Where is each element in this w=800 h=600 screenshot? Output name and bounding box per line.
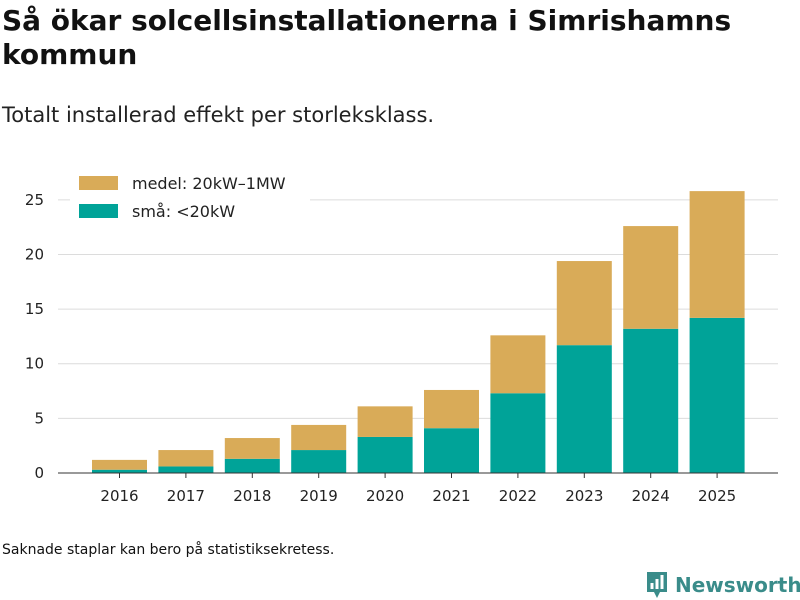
- brand-logo: Newsworthy: [645, 570, 800, 600]
- bar-small-2024: [623, 328, 679, 473]
- x-tick-label: 2018: [233, 487, 271, 505]
- x-tick-label: 2024: [632, 487, 670, 505]
- y-tick-label: 5: [34, 409, 44, 427]
- bar-small-2018: [224, 458, 280, 473]
- bar-small-2019: [291, 450, 347, 473]
- bar-small-2023: [556, 345, 612, 473]
- x-tick-label: 2017: [167, 487, 205, 505]
- bar-medium-2019: [291, 424, 347, 451]
- bar-medium-2024: [623, 226, 679, 329]
- legend-label: medel: 20kW–1MW: [132, 174, 286, 193]
- x-tick-label: 2016: [100, 487, 138, 505]
- bar-medium-2016: [92, 459, 147, 470]
- y-tick-label: 0: [34, 464, 44, 482]
- chart-subtitle: Totalt installerad effekt per storlekskl…: [2, 103, 435, 127]
- bar-medium-2018: [224, 438, 280, 459]
- bars: [92, 191, 745, 473]
- bar-medium-2023: [556, 261, 612, 346]
- brand-name: Newsworthy: [675, 573, 800, 597]
- bar-small-2017: [158, 466, 214, 473]
- bar-medium-2025: [689, 191, 745, 318]
- x-tick-label: 2022: [499, 487, 537, 505]
- legend-swatch: [79, 204, 118, 218]
- y-tick-label: 15: [25, 300, 44, 318]
- bar-small-2021: [424, 428, 479, 473]
- bar-medium-2021: [424, 389, 479, 429]
- x-tick-label: 2020: [366, 487, 404, 505]
- y-tick-label: 20: [25, 245, 44, 263]
- legend-label: små: <20kW: [132, 202, 235, 221]
- legend: medel: 20kW–1MW små: <20kW: [70, 168, 310, 226]
- bar-medium-2022: [490, 335, 546, 394]
- bar-medium-2017: [158, 450, 214, 467]
- bar-chart-speech-bubble-icon: [647, 572, 667, 598]
- bar-small-2025: [689, 317, 745, 473]
- y-tick-label: 10: [25, 355, 44, 373]
- x-tick-label: 2023: [565, 487, 603, 505]
- footnote: Saknade staplar kan bero på statistiksek…: [2, 542, 335, 558]
- bar-small-2022: [490, 393, 546, 473]
- x-tick-label: 2019: [300, 487, 338, 505]
- chart-title: Så ökar solcellsinstallationerna i Simri…: [2, 4, 732, 71]
- bar-small-2020: [357, 436, 413, 473]
- x-tick-label: 2021: [432, 487, 470, 505]
- legend-swatch: [79, 176, 118, 190]
- bar-small-2016: [92, 469, 147, 473]
- y-tick-label: 25: [25, 191, 44, 209]
- x-tick-label: 2025: [698, 487, 736, 505]
- bar-medium-2020: [357, 406, 413, 437]
